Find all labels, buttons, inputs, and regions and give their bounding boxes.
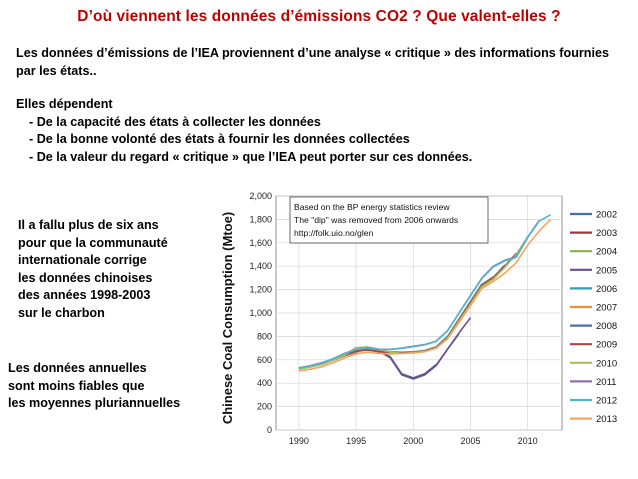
legend-label: 2002 [596, 210, 617, 221]
slide-title: D’où viennent les données d’émissions CO… [77, 8, 561, 25]
chart-axes: 0 200 400 600 800 1,000 1,200 1,400 1,600 1,800 2,… [249, 191, 537, 446]
x-tick-label: 2010 [518, 436, 538, 446]
y-tick-label: 0 [267, 425, 272, 435]
note-line: Il a fallu plus de six ans [18, 218, 159, 232]
chart-legend: 2002 2003 2004 2005 2006 2007 2008 2009 2010 2011… [570, 210, 617, 425]
dependency-item: De la valeur du regard « critique » que … [29, 149, 473, 167]
annotation-line: http://folk.uio.no/glen [294, 228, 374, 238]
legend-label: 2010 [596, 358, 617, 369]
annotation-line: The "dip" was removed from 2006 onwards [294, 215, 458, 225]
note-line: pour que la communauté [18, 235, 168, 250]
series-line-2012 [298, 214, 551, 369]
note-line: Les données annuelles [8, 361, 147, 375]
x-tick-label: 2000 [403, 436, 423, 446]
annotation-line: Based on the BP energy statistics review [294, 202, 450, 212]
y-axis-label: Chinese Coal Consumption (Mtoe) [220, 212, 235, 424]
legend-label: 2012 [596, 396, 617, 407]
legend-label: 2013 [596, 414, 617, 425]
coal-consumption-chart: 0 200 400 600 800 1,000 1,200 1,400 1,600 1,800 2,… [220, 191, 617, 446]
y-tick-label: 1,800 [249, 214, 272, 224]
annual-data-note: Les données annuelles sont moins fiables… [8, 360, 180, 413]
note-line: sont moins fiables que [8, 378, 145, 393]
y-tick-label: 1,000 [249, 308, 272, 318]
note-line: les moyennes pluriannuelles [8, 396, 181, 410]
chart-lines [298, 214, 552, 380]
y-tick-label: 600 [257, 355, 272, 365]
legend-label: 2008 [596, 321, 617, 332]
note-line: internationale corrige [18, 253, 147, 267]
dependency-item: De la capacité des états à collecter les… [29, 114, 472, 132]
dependencies-block: Elles dépendent De la capacité des états… [16, 96, 472, 166]
annotation-box [289, 196, 489, 244]
series-line-2013 [298, 218, 552, 372]
legend-label: 2003 [596, 228, 617, 239]
china-correction-note: Il a fallu plus de six ans pour que la c… [18, 217, 168, 322]
dependencies-heading: Elles dépendent [16, 97, 113, 111]
x-tick-label: 2005 [460, 436, 480, 446]
chart-annotation: Based on the BP energy statistics review… [289, 196, 489, 244]
y-tick-label: 1,600 [249, 238, 272, 248]
legend-label: 2006 [596, 284, 617, 295]
legend-label: 2005 [596, 265, 617, 276]
note-line: les données chinoises [18, 270, 153, 285]
dependencies-list: De la capacité des états à collecter les… [16, 114, 473, 167]
legend-label: 2011 [596, 377, 616, 388]
y-tick-label: 400 [257, 378, 272, 388]
legend-label: 2009 [596, 340, 617, 351]
dependency-item: De la bonne volonté des états à fournir … [29, 131, 472, 149]
note-line: des années 1998-2003 [18, 288, 151, 302]
y-tick-label: 1,200 [249, 285, 272, 295]
intro-paragraph: Les données d’émissions de l’IEA provien… [16, 46, 609, 78]
note-line: sur le charbon [18, 305, 105, 320]
y-tick-label: 200 [257, 402, 272, 412]
y-tick-label: 1,400 [249, 261, 272, 271]
legend-label: 2007 [596, 303, 617, 314]
legend-label: 2004 [596, 247, 617, 258]
y-tick-label: 2,000 [249, 191, 272, 201]
x-tick-label: 1995 [346, 436, 366, 446]
y-tick-label: 800 [257, 331, 272, 341]
x-tick-label: 1990 [289, 436, 309, 446]
